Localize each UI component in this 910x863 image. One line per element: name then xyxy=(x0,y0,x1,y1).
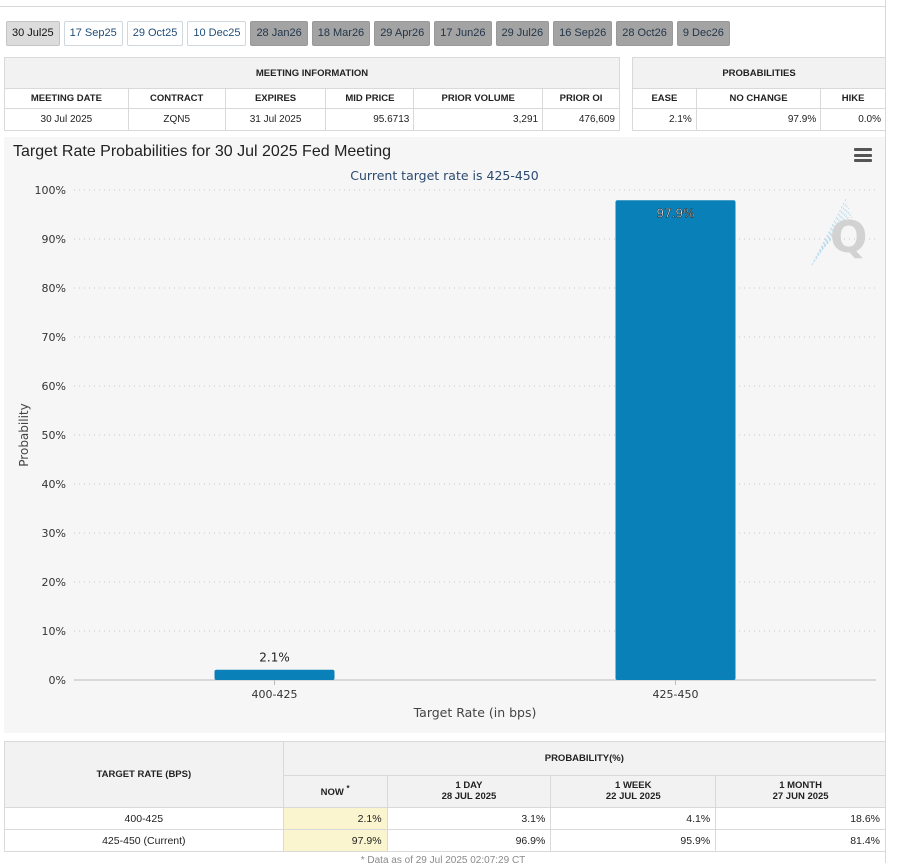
top-divider xyxy=(0,6,886,7)
x-tick-label: 400-425 xyxy=(252,688,298,701)
week-cell: 4.1% xyxy=(550,807,717,830)
col-mid-price: MID PRICE xyxy=(325,88,415,109)
y-tick-label: 30% xyxy=(42,527,66,540)
day-cell: 3.1% xyxy=(386,807,552,830)
tab-16-sep26[interactable]: 16 Sep26 xyxy=(553,21,613,46)
col-1-day-label: 1 DAY xyxy=(455,780,483,792)
col-contract: CONTRACT xyxy=(127,88,226,109)
col-now-mark: * xyxy=(346,784,350,794)
data-label: 97.9% xyxy=(656,206,694,220)
col-now: NOW * xyxy=(282,774,388,808)
hamburger-menu-icon[interactable] xyxy=(854,148,872,162)
tab-29-apr26[interactable]: 29 Apr26 xyxy=(374,21,431,46)
col-hike: HIKE xyxy=(820,88,886,109)
y-axis-title: Probability xyxy=(17,403,31,466)
y-tick-label: 100% xyxy=(35,184,66,197)
col-1-month-date: 27 JUN 2025 xyxy=(772,791,829,803)
y-tick-label: 70% xyxy=(42,331,66,344)
y-tick-label: 60% xyxy=(42,380,66,393)
meeting-information-table: MEETING INFORMATION MEETING DATE CONTRAC… xyxy=(4,57,620,131)
chart-subtitle: Current target rate is 425-450 xyxy=(350,168,539,183)
probability-history-table: TARGET RATE (BPS) PROBABILITY(%) NOW * 1… xyxy=(4,741,887,852)
table-row: 425-450 (Current) 97.9% 96.9% 95.9% 81.4… xyxy=(4,829,886,852)
y-tick-label: 10% xyxy=(42,625,66,638)
col-1-day-date: 28 JUL 2025 xyxy=(441,791,497,803)
rate-cell: 425-450 (Current) xyxy=(4,829,284,852)
col-1-week-label: 1 WEEK xyxy=(615,780,652,792)
col-no-change: NO CHANGE xyxy=(695,88,822,109)
hike-value: 0.0% xyxy=(820,108,886,131)
tab-30-jul25[interactable]: 30 Jul25 xyxy=(6,21,60,46)
ease-value: 2.1% xyxy=(632,108,697,131)
now-cell: 97.9% xyxy=(282,829,388,852)
contract-value: ZQN5 xyxy=(127,108,226,131)
no-change-value: 97.9% xyxy=(695,108,822,131)
week-cell: 95.9% xyxy=(550,829,717,852)
tab-9-dec26[interactable]: 9 Dec26 xyxy=(676,21,730,46)
probability-header: PROBABILITY(%) xyxy=(282,741,887,776)
col-1-week-date: 22 JUL 2025 xyxy=(605,791,661,803)
mid-price-value: 95.6713 xyxy=(325,108,415,131)
col-1-week: 1 WEEK 22 JUL 2025 xyxy=(550,774,717,808)
tab-17-sep25[interactable]: 17 Sep25 xyxy=(63,21,123,46)
tab-10-dec25[interactable]: 10 Dec25 xyxy=(187,21,247,46)
col-meeting-date: MEETING DATE xyxy=(4,88,129,109)
x-tick-label: 425-450 xyxy=(653,688,699,701)
tab-28-jan26[interactable]: 28 Jan26 xyxy=(250,21,308,46)
col-1-month-label: 1 MONTH xyxy=(779,780,822,792)
y-tick-label: 40% xyxy=(42,478,66,491)
data-timestamp-footnote: * Data as of 29 Jul 2025 02:07:29 CT xyxy=(360,855,526,863)
chart-title: Target Rate Probabilities for 30 Jul 202… xyxy=(13,143,391,160)
tab-29-jul26[interactable]: 29 Jul26 xyxy=(495,21,550,46)
table-row: 400-425 2.1% 3.1% 4.1% 18.6% xyxy=(4,807,886,830)
tab-28-oct26[interactable]: 28 Oct26 xyxy=(616,21,673,46)
prior-volume-value: 3,291 xyxy=(413,108,544,131)
x-axis-title: Target Rate (in bps) xyxy=(413,705,537,720)
rate-cell: 400-425 xyxy=(4,807,284,830)
probability-bar-chart: Q 0% 10% 20% 30% 40% 50% 60% 70% 80% 90% 100% 2.1% 40… xyxy=(17,184,876,720)
right-divider xyxy=(885,0,886,863)
bar-425-450 xyxy=(615,200,736,680)
col-1-day: 1 DAY 28 JUL 2025 xyxy=(386,774,552,808)
y-tick-label: 50% xyxy=(42,429,66,442)
expires-value: 31 Jul 2025 xyxy=(224,108,327,131)
chart-panel: Q 0% 10% 20% 30% 40% 50% 60% 70% 80% 90% 100% 2.1% 40… xyxy=(4,137,885,733)
y-tick-label: 80% xyxy=(42,282,66,295)
col-now-label: NOW xyxy=(320,787,344,799)
col-prior-volume: PRIOR VOLUME xyxy=(413,88,544,109)
svg-text:Q: Q xyxy=(830,212,867,263)
col-prior-oi: PRIOR OI xyxy=(542,88,620,109)
prior-oi-value: 476,609 xyxy=(542,108,620,131)
tab-17-jun26[interactable]: 17 Jun26 xyxy=(434,21,492,46)
col-1-month: 1 MONTH 27 JUN 2025 xyxy=(715,774,886,808)
meeting-date-value: 30 Jul 2025 xyxy=(4,108,129,131)
now-cell: 2.1% xyxy=(282,807,388,830)
data-label: 2.1% xyxy=(259,651,290,665)
bar-400-425 xyxy=(214,669,335,680)
meeting-information-header: MEETING INFORMATION xyxy=(4,57,620,89)
probabilities-header: PROBABILITIES xyxy=(632,57,886,89)
month-cell: 18.6% xyxy=(715,807,886,830)
col-ease: EASE xyxy=(632,88,697,109)
quikstrike-q-logo-icon: Q xyxy=(811,198,867,266)
probabilities-table: PROBABILITIES EASE NO CHANGE HIKE 2.1% 9… xyxy=(632,57,886,131)
target-rate-header: TARGET RATE (BPS) xyxy=(4,741,284,808)
day-cell: 96.9% xyxy=(386,829,552,852)
month-cell: 81.4% xyxy=(715,829,886,852)
tab-18-mar26[interactable]: 18 Mar26 xyxy=(311,21,371,46)
y-tick-label: 20% xyxy=(42,576,66,589)
y-tick-label: 90% xyxy=(42,233,66,246)
y-tick-label: 0% xyxy=(49,674,66,687)
meeting-date-tabs: 30 Jul25 17 Sep25 29 Oct25 10 Dec25 28 Jan26… xyxy=(6,21,730,46)
tab-29-oct25[interactable]: 29 Oct25 xyxy=(126,21,184,46)
col-expires: EXPIRES xyxy=(224,88,327,109)
